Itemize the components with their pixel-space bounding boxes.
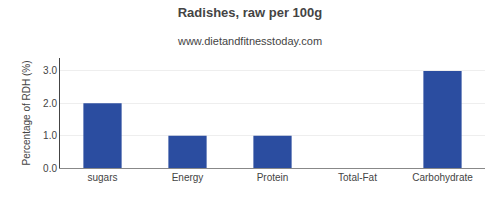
svg-text:Total-Fat: Total-Fat: [338, 172, 377, 183]
svg-text:Percentage of RDH (%): Percentage of RDH (%): [21, 60, 32, 165]
svg-text:3.0: 3.0: [43, 65, 57, 76]
svg-text:2.0: 2.0: [43, 98, 57, 109]
svg-text:sugars: sugars: [87, 172, 117, 183]
svg-text:0.0: 0.0: [43, 163, 57, 174]
svg-text:Carbohydrate: Carbohydrate: [412, 172, 473, 183]
svg-text:Radishes, raw per 100g: Radishes, raw per 100g: [178, 5, 323, 20]
svg-text:Protein: Protein: [257, 172, 289, 183]
svg-text:Energy: Energy: [172, 172, 204, 183]
svg-text:www.dietandfitnesstoday.com: www.dietandfitnesstoday.com: [177, 35, 322, 47]
svg-text:1.0: 1.0: [43, 130, 57, 141]
